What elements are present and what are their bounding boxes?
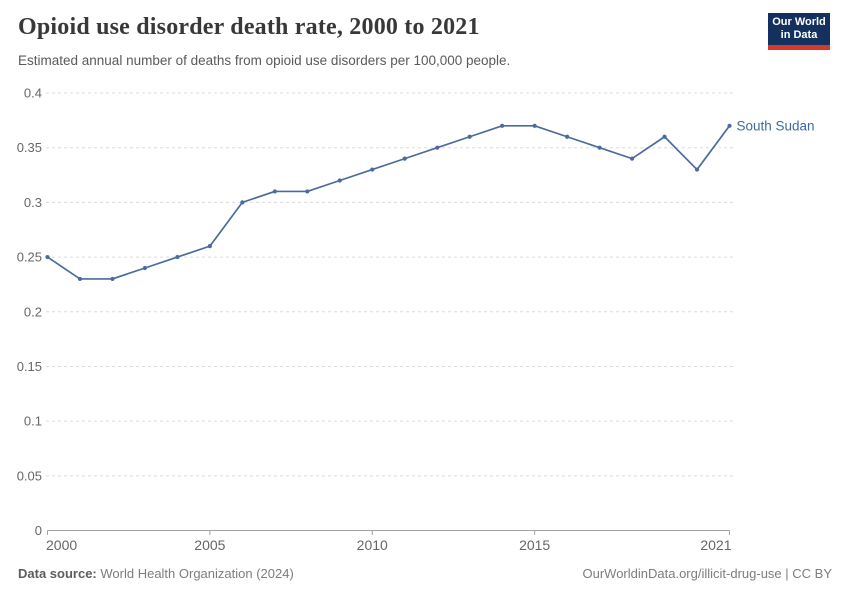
- chart-footer: Data source: World Health Organization (…: [18, 566, 832, 581]
- data-point: [435, 145, 440, 150]
- data-point: [337, 178, 342, 183]
- license-url: OurWorldinData.org/illicit-drug-use | CC…: [582, 566, 833, 581]
- data-point: [629, 156, 635, 161]
- data-source-label: Data source:: [18, 566, 97, 581]
- data-point: [694, 167, 700, 172]
- owid-logo-red-bar: [768, 45, 830, 50]
- x-axis-tick-label: 2010: [357, 537, 388, 553]
- y-axis-tick-label: 0.4: [24, 86, 42, 101]
- y-axis-tick-label: 0.2: [24, 304, 42, 319]
- data-point: [175, 254, 180, 260]
- data-point: [110, 276, 115, 282]
- data-point: [272, 189, 277, 194]
- data-point: [500, 123, 505, 128]
- data-point: [45, 254, 50, 260]
- y-axis-tick-label: 0: [35, 523, 42, 538]
- series-label: South Sudan: [737, 118, 815, 133]
- chart-subtitle: Estimated annual number of deaths from o…: [18, 53, 511, 68]
- x-axis-tick-label: 2015: [519, 537, 550, 553]
- y-axis-tick-label: 0.1: [24, 414, 42, 429]
- data-point: [467, 134, 472, 139]
- y-axis-tick-label: 0.05: [17, 468, 42, 483]
- x-axis-tick-label: 2005: [194, 537, 225, 553]
- owid-logo-text-line1: Our World: [772, 16, 826, 28]
- data-point: [727, 123, 732, 128]
- data-point: [565, 134, 570, 139]
- data-point: [402, 156, 407, 161]
- owid-logo: Our World in Data: [768, 13, 830, 50]
- x-axis-tick-label: 2021: [700, 537, 731, 553]
- y-axis-tick-label: 0.3: [24, 195, 42, 210]
- data-point: [597, 145, 602, 150]
- data-source: Data source: World Health Organization (…: [18, 566, 294, 581]
- data-point: [532, 123, 537, 128]
- y-axis-tick-label: 0.35: [17, 140, 42, 155]
- data-point: [240, 200, 245, 205]
- data-source-value: World Health Organization (2024): [100, 566, 294, 581]
- data-point: [370, 167, 375, 172]
- data-point: [305, 189, 310, 194]
- y-axis-tick-label: 0.15: [17, 359, 42, 374]
- y-axis-tick-label: 0.25: [17, 250, 42, 265]
- owid-logo-text-line2: in Data: [780, 29, 818, 41]
- data-point: [142, 265, 148, 271]
- chart-title: Opioid use disorder death rate, 2000 to …: [18, 14, 480, 40]
- owid-logo-box: Our World in Data: [768, 13, 830, 45]
- data-point: [662, 134, 667, 139]
- line-series-south-sudan: [46, 124, 731, 280]
- data-point: [207, 244, 212, 249]
- x-axis-tick-label: 2000: [46, 537, 77, 553]
- data-point: [77, 276, 83, 282]
